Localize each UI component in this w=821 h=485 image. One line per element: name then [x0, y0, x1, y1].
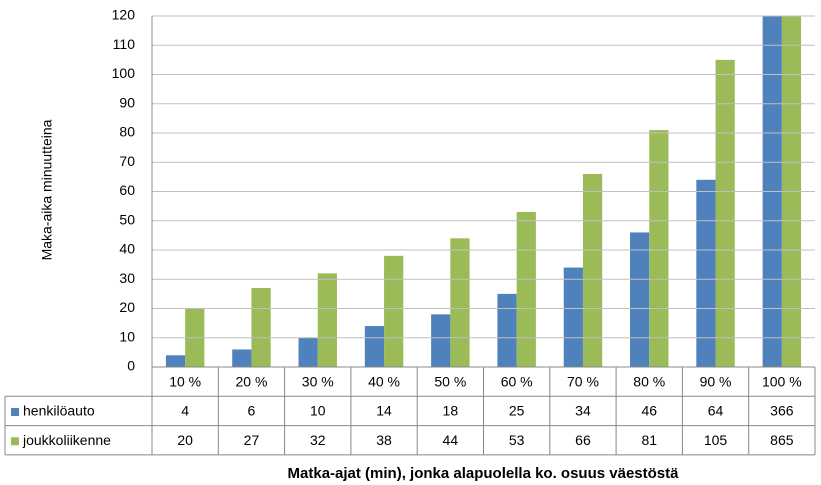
bar — [582, 173, 603, 367]
bar — [431, 314, 451, 367]
y-tick-label: 120 — [112, 7, 136, 23]
y-tick-label: 70 — [119, 153, 135, 169]
table-value: 25 — [509, 403, 525, 419]
x-tick-label: 10 % — [169, 373, 201, 389]
x-tick-label: 70 % — [567, 373, 599, 389]
x-tick-label: 40 % — [368, 373, 400, 389]
bar — [497, 293, 517, 367]
y-tick-label: 80 — [119, 124, 135, 140]
x-tick-label: 30 % — [302, 373, 334, 389]
table-value: 6 — [248, 403, 256, 419]
bar — [630, 232, 650, 367]
bar — [232, 349, 252, 367]
legend-label: henkilöauto — [23, 403, 95, 419]
table-value: 53 — [509, 432, 525, 448]
bar — [165, 355, 186, 367]
y-tick-label: 0 — [127, 358, 135, 374]
table-value: 81 — [641, 432, 657, 448]
table-value: 27 — [244, 432, 260, 448]
bar — [317, 273, 337, 367]
table-value: 18 — [443, 403, 459, 419]
table-value: 66 — [575, 432, 591, 448]
x-tick-label: 80 % — [633, 373, 665, 389]
bar — [384, 255, 404, 367]
bar — [649, 130, 669, 367]
table-value: 34 — [575, 403, 591, 419]
bar — [715, 59, 735, 367]
table-value: 20 — [177, 432, 193, 448]
legend-swatch — [11, 437, 19, 446]
bar — [450, 238, 470, 367]
table-value: 44 — [443, 432, 459, 448]
table-value: 64 — [708, 403, 724, 419]
x-tick-label: 90 % — [700, 373, 732, 389]
bar — [781, 16, 802, 367]
bar — [298, 337, 318, 367]
table-value: 14 — [376, 403, 392, 419]
y-tick-label: 60 — [119, 182, 135, 198]
table-value: 32 — [310, 432, 326, 448]
x-tick-label: 50 % — [434, 373, 466, 389]
bar — [516, 211, 536, 367]
y-tick-label: 30 — [119, 270, 135, 286]
bar — [762, 16, 782, 367]
bars — [165, 16, 802, 367]
bar — [364, 326, 385, 367]
x-tick-label: 60 % — [501, 373, 533, 389]
y-tick-label: 100 — [112, 65, 136, 81]
bar — [251, 288, 271, 367]
y-tick-label: 110 — [113, 36, 136, 52]
x-tick-label: 100 % — [762, 373, 802, 389]
legend-label: joukkoliikenne — [22, 432, 111, 448]
table-value: 10 — [310, 403, 326, 419]
legend-swatch — [11, 407, 19, 416]
table-value: 366 — [770, 403, 794, 419]
x-axis-title: Matka-ajat (min), jonka alapuolella ko. … — [288, 465, 680, 482]
y-tick-label: 40 — [119, 241, 135, 257]
bar — [563, 267, 583, 367]
y-tick-label: 10 — [119, 328, 135, 344]
table-value: 46 — [641, 403, 657, 419]
table-value: 865 — [770, 432, 794, 448]
table-value: 38 — [376, 432, 392, 448]
y-axis-title: Maka-aika minuutteina — [39, 119, 55, 260]
y-tick-label: 90 — [119, 94, 135, 110]
y-tick-label: 50 — [119, 211, 135, 227]
y-tick-label: 20 — [119, 299, 135, 315]
bar — [696, 179, 716, 367]
table-value: 105 — [704, 432, 728, 448]
x-tick-label: 20 % — [235, 373, 267, 389]
table-value: 4 — [181, 403, 189, 419]
